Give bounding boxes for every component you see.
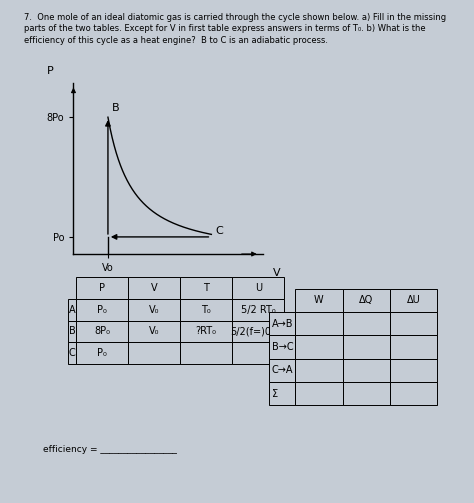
- Text: P: P: [47, 66, 54, 76]
- Text: B: B: [112, 103, 120, 113]
- Text: efficiency = _________________: efficiency = _________________: [43, 445, 176, 454]
- Text: V: V: [273, 268, 280, 278]
- Text: C: C: [216, 226, 223, 236]
- Text: 7.  One mole of an ideal diatomic gas is carried through the cycle shown below. : 7. One mole of an ideal diatomic gas is …: [24, 13, 446, 45]
